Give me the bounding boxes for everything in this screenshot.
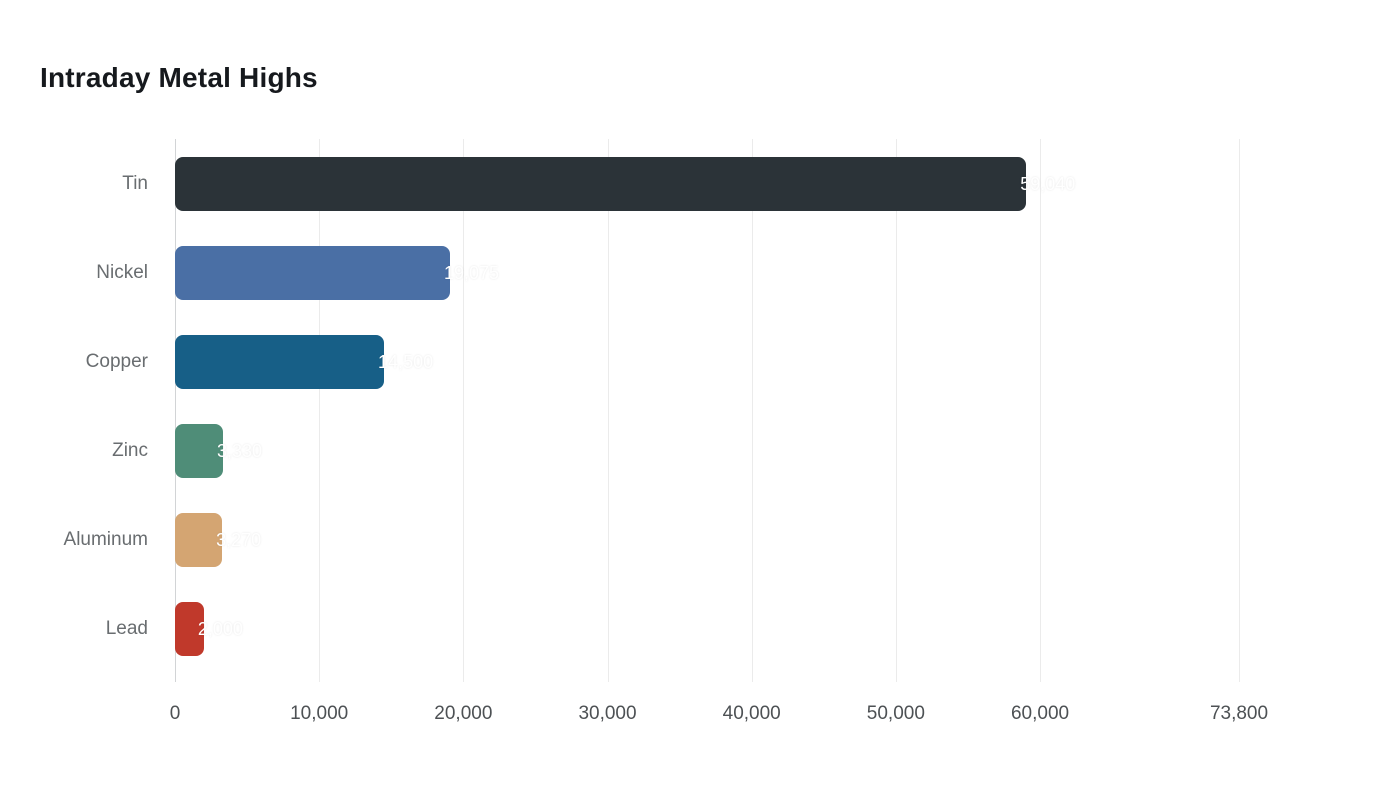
bar-lead (175, 601, 204, 656)
y-axis-category-label: Nickel (96, 261, 148, 283)
chart-title: Intraday Metal Highs (40, 62, 318, 93)
y-axis-line (175, 139, 176, 682)
bar-tin (175, 156, 1027, 211)
bar-nickel (175, 245, 450, 300)
gridline (607, 139, 609, 682)
bar-value-label: 3,270 (216, 529, 262, 550)
gridline (751, 139, 753, 682)
gridline (1040, 139, 1042, 682)
bar-value-label: 19,075 (444, 262, 500, 283)
bar-value-label: 14,500 (378, 351, 434, 372)
x-axis-tick-label: 10,000 (290, 703, 349, 724)
x-axis-tick-label: 60,000 (1010, 703, 1070, 724)
x-axis-tick-label: 40,000 (722, 703, 781, 724)
y-axis-category-label: Tin (122, 172, 148, 194)
y-axis-category-label: Copper (85, 350, 148, 372)
x-axis-tick-label: 30,000 (578, 703, 637, 724)
bar-copper (175, 334, 385, 389)
bar-aluminum (175, 512, 223, 567)
x-axis-tick-label: 73,800 (1209, 703, 1269, 724)
bar-zinc (175, 423, 223, 478)
bar-value-label: 3,330 (217, 440, 263, 461)
y-axis-category-label: Zinc (112, 439, 148, 461)
gridline (1239, 139, 1240, 682)
x-axis-tick-label: 20,000 (434, 703, 493, 724)
gridline (319, 139, 321, 682)
x-axis-tick-label: 50,000 (866, 703, 925, 724)
gridline (895, 139, 897, 682)
bar-value-label: 2,000 (197, 618, 243, 639)
gridline (463, 139, 465, 682)
y-axis-category-label: Lead (105, 617, 148, 639)
x-axis-tick-label: 0 (169, 703, 181, 724)
bar-value-label: 59,040 (1020, 173, 1076, 194)
y-axis-category-label: Aluminum (63, 528, 148, 550)
